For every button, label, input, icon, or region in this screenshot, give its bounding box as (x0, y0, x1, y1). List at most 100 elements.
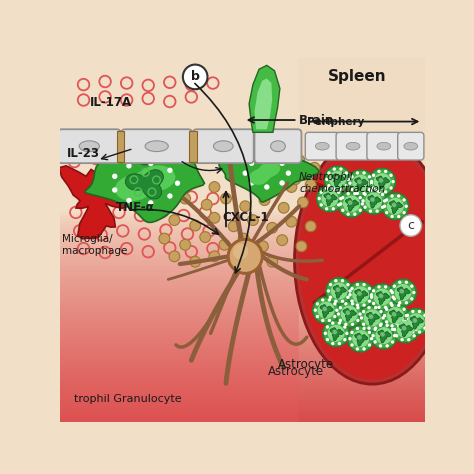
Text: trophil Granulocyte: trophil Granulocyte (74, 394, 182, 404)
Circle shape (112, 187, 118, 193)
Polygon shape (376, 292, 390, 304)
Circle shape (364, 193, 367, 196)
Circle shape (364, 310, 381, 327)
Circle shape (356, 283, 359, 286)
FancyBboxPatch shape (121, 129, 192, 163)
Text: Periphery: Periphery (307, 117, 364, 127)
Circle shape (321, 319, 324, 322)
Circle shape (368, 343, 371, 346)
Circle shape (228, 221, 239, 232)
Circle shape (350, 188, 354, 191)
Circle shape (380, 332, 385, 337)
Ellipse shape (377, 142, 391, 150)
Circle shape (370, 197, 375, 202)
Circle shape (180, 239, 191, 250)
Circle shape (339, 319, 342, 322)
Circle shape (377, 285, 381, 289)
Circle shape (331, 283, 348, 300)
Circle shape (336, 301, 362, 327)
Circle shape (347, 282, 374, 308)
Circle shape (370, 337, 373, 340)
Circle shape (377, 170, 381, 173)
Circle shape (398, 301, 401, 304)
Circle shape (348, 201, 353, 205)
Circle shape (369, 210, 372, 213)
Circle shape (397, 304, 401, 307)
Circle shape (305, 221, 316, 232)
Circle shape (159, 233, 170, 244)
Circle shape (361, 188, 387, 214)
Circle shape (385, 344, 389, 347)
Circle shape (384, 306, 387, 309)
Circle shape (169, 251, 180, 262)
Circle shape (411, 330, 415, 334)
Circle shape (371, 322, 397, 349)
Circle shape (367, 306, 371, 310)
FancyBboxPatch shape (398, 132, 424, 160)
Circle shape (190, 174, 201, 185)
Circle shape (365, 192, 383, 210)
Circle shape (290, 174, 301, 185)
Circle shape (343, 325, 346, 328)
Circle shape (362, 347, 366, 351)
Circle shape (344, 302, 347, 306)
Circle shape (368, 287, 371, 290)
Polygon shape (85, 157, 204, 222)
Circle shape (392, 180, 395, 183)
Circle shape (333, 315, 337, 318)
Circle shape (322, 307, 327, 311)
Circle shape (418, 310, 421, 313)
Circle shape (339, 306, 342, 310)
Circle shape (398, 281, 401, 284)
Circle shape (370, 295, 373, 299)
Circle shape (389, 186, 393, 190)
Circle shape (228, 256, 239, 267)
Circle shape (357, 180, 362, 184)
Circle shape (228, 239, 262, 273)
Circle shape (309, 163, 320, 173)
Text: TNF-α: TNF-α (116, 201, 155, 214)
Circle shape (316, 302, 319, 306)
Text: CXCL-1: CXCL-1 (222, 211, 269, 224)
Circle shape (331, 342, 335, 345)
Circle shape (367, 327, 371, 330)
Circle shape (406, 327, 409, 330)
Circle shape (358, 209, 362, 212)
Circle shape (167, 193, 173, 199)
Circle shape (279, 180, 285, 186)
Circle shape (249, 180, 254, 186)
Text: Neutrophil
chemoattraction: Neutrophil chemoattraction (299, 172, 385, 194)
Circle shape (379, 293, 383, 298)
Circle shape (321, 190, 338, 207)
Circle shape (356, 327, 359, 330)
Circle shape (126, 198, 132, 203)
Circle shape (348, 337, 352, 340)
Ellipse shape (294, 136, 450, 384)
Circle shape (351, 323, 354, 326)
Circle shape (369, 189, 372, 192)
FancyBboxPatch shape (58, 129, 120, 163)
Circle shape (385, 198, 388, 201)
Circle shape (418, 330, 421, 334)
Circle shape (394, 284, 411, 301)
Circle shape (384, 190, 387, 193)
Text: IL-17A: IL-17A (90, 96, 132, 109)
Circle shape (361, 202, 364, 206)
Circle shape (392, 295, 395, 299)
Circle shape (328, 298, 331, 301)
Circle shape (240, 201, 251, 212)
Circle shape (391, 215, 394, 218)
Circle shape (384, 285, 387, 289)
Circle shape (286, 171, 291, 176)
Circle shape (407, 318, 410, 321)
Circle shape (402, 308, 406, 311)
Polygon shape (343, 309, 356, 321)
Circle shape (397, 215, 401, 218)
Circle shape (356, 191, 359, 195)
Polygon shape (219, 151, 319, 202)
Circle shape (368, 188, 371, 191)
Circle shape (247, 215, 258, 226)
FancyBboxPatch shape (305, 132, 339, 160)
Circle shape (279, 161, 285, 166)
Circle shape (391, 194, 394, 198)
